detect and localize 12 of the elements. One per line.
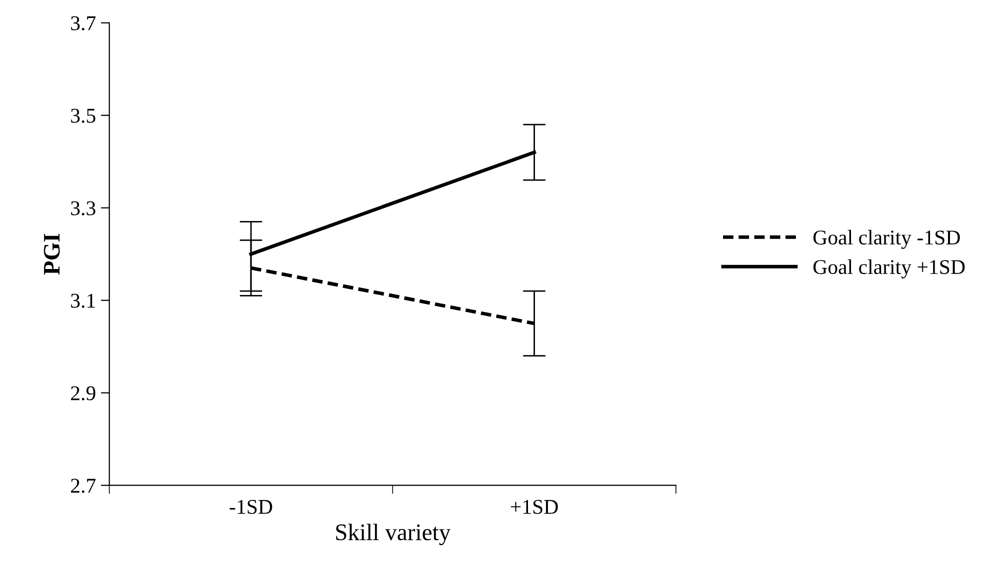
y-tick-label: 3.1 [71, 294, 95, 308]
y-axis-title: PGI [44, 234, 60, 275]
y-tick-label: 2.9 [71, 386, 96, 400]
y-tick-label: 3.7 [71, 16, 96, 30]
legend-label: Goal clarity -1SD [813, 230, 960, 249]
legend-label: Goal clarity +1SD [813, 259, 965, 278]
y-tick-label: 3.5 [71, 108, 96, 123]
y-tick-label: 3.3 [71, 201, 96, 216]
x-axis-title: Skill variety [336, 524, 451, 546]
x-tick-label: +1SD [510, 500, 558, 514]
x-tick-label: -1SD [230, 500, 272, 514]
y-tick-label: 2.7 [71, 478, 96, 493]
